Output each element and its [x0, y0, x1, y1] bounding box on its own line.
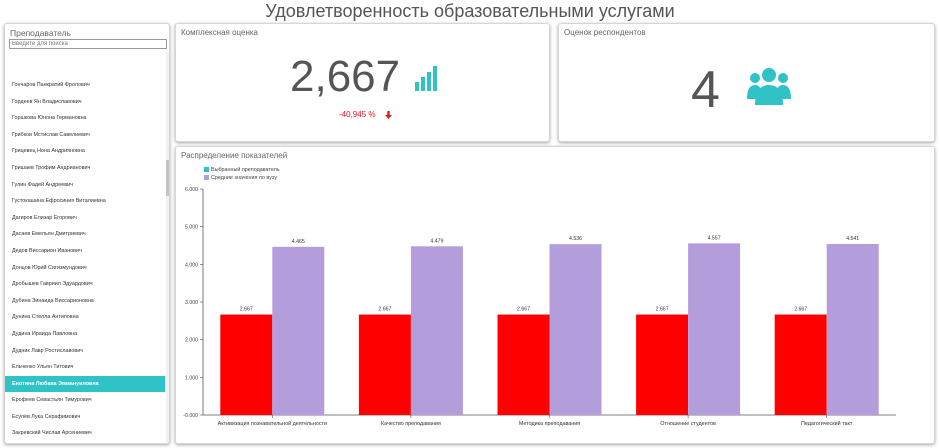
teacher-list-caption: Преподаватель	[10, 28, 71, 38]
legend-item-selected[interactable]: Выбранный преподаватель	[204, 167, 280, 173]
bar-value-label: 2.667	[656, 307, 669, 313]
bar-value-label: 4.541	[846, 236, 859, 242]
y-tick-label: 2.000	[185, 338, 198, 344]
teacher-list-item[interactable]: Горшкова Юнона Германовна	[12, 115, 87, 122]
bar-average	[272, 246, 325, 415]
distribution-chart-panel: Распределение показателей Выбранный преп…	[175, 146, 935, 444]
kpi-score-caption: Комплексная оценка	[181, 28, 259, 37]
y-tick-label: -0.000	[183, 413, 198, 419]
teacher-list-item[interactable]: Грицевец Нона Андрияновна	[12, 148, 85, 155]
teacher-list-item[interactable]: Дедов Виссарион Иванович	[12, 247, 82, 254]
legend-label-average: Средние значения по вузу	[211, 175, 277, 181]
teacher-list-item[interactable]: Донцов Юрий Сигизмундович	[12, 264, 87, 271]
users-group-icon	[747, 68, 791, 105]
teacher-list-item[interactable]: Гордеев Ян Владиславович	[12, 98, 82, 105]
teacher-list-item[interactable]: Дубина Зинаида Виссарионовна	[12, 297, 94, 304]
legend-swatch-average	[204, 175, 209, 181]
teacher-list-item[interactable]: Густокашина Ефросиния Виталиевна	[12, 198, 106, 205]
teacher-list-panel: Преподаватель Гончаров Панкратий Фролови…	[4, 23, 170, 444]
list-scrollbar[interactable]	[166, 52, 169, 442]
kpi-respondents-card: Оценок респондентов 4	[558, 23, 935, 142]
bar-value-label: 4.536	[569, 236, 582, 242]
bar-value-label: 2.667	[378, 307, 391, 313]
kpi-score-value: 2,667	[290, 52, 401, 101]
x-tick-label: Качество преподавания	[381, 421, 441, 427]
kpi-score-card: Комплексная оценка 2,667 -40,945 %	[175, 23, 550, 142]
bar-value-label: 4.465	[292, 239, 305, 245]
legend-swatch-selected	[204, 167, 209, 173]
teacher-list-item[interactable]: Дасаев Емельян Дмитриевич	[12, 231, 86, 238]
x-tick-label: Методика преподавания	[519, 421, 580, 427]
bar-average	[688, 243, 741, 415]
chart-title: Распределение показателей	[181, 151, 288, 160]
teacher-list-item[interactable]: Заметкина Виктория Сергеевна	[5, 442, 165, 443]
bar-selected	[497, 314, 550, 415]
bar-value-label: 2.667	[794, 307, 807, 313]
kpi-respondents-caption: Оценок респондентов	[564, 28, 646, 37]
teacher-list-item[interactable]: Дудник Лавр Ростиславович	[12, 347, 84, 354]
bar-average	[549, 244, 602, 415]
arrow-down-icon	[385, 111, 392, 119]
teacher-list-item[interactable]: Грибков Мстислав Савелиевич	[12, 131, 90, 138]
page-title: Удовлетворенность образовательными услуг…	[265, 1, 675, 21]
bar-value-label: 2.667	[240, 307, 253, 313]
teacher-list-item[interactable]: Есулёв Лука Серафимович	[12, 413, 81, 420]
legend-label-selected: Выбранный преподаватель	[211, 167, 280, 173]
y-tick-label: 4.000	[185, 262, 198, 268]
x-tick-label: Педагогический такт	[801, 420, 853, 427]
kpi-score-delta: -40,945 %	[339, 110, 376, 119]
signal-bars-icon	[415, 66, 437, 91]
bar-chart: -0.000 1.000 2.000 3.000 4.000 5.000 6.000 2.66…	[183, 187, 896, 427]
teacher-list: Гончаров Панкратий Фролович Гордеев Ян Вл…	[5, 77, 165, 443]
bar-selected	[358, 314, 411, 415]
bar-average	[826, 243, 879, 415]
x-tick-label: Активизация познавательной деятельности	[218, 420, 327, 427]
teacher-list-item[interactable]: Ельченко Ульян Титович	[12, 364, 74, 371]
legend-item-average[interactable]: Средние значения по вузу	[204, 175, 277, 181]
bar-selected	[774, 314, 827, 415]
bar-average	[410, 246, 463, 415]
teacher-list-item[interactable]: Закревский Числав Арсениевич	[12, 430, 92, 437]
teacher-list-item[interactable]: Дунина Стелла Антиповна	[12, 314, 79, 321]
teacher-list-item[interactable]: Дробышев Гавриил Эдуардович	[12, 281, 93, 288]
bar-value-label: 4.557	[708, 235, 721, 241]
teacher-search-input[interactable]	[9, 39, 167, 49]
teacher-list-item[interactable]: Дагиров Елизар Егорович	[12, 214, 77, 221]
y-tick-label: 3.000	[185, 300, 198, 306]
bar-value-label: 4.479	[430, 238, 443, 244]
teacher-list-item[interactable]: Дудина Ираида Павловна	[12, 330, 78, 337]
list-scrollbar-thumb[interactable]	[166, 160, 169, 196]
teacher-list-item[interactable]: Гришаев Трофим Андрианович	[12, 164, 91, 171]
y-tick-label: 1.000	[185, 375, 198, 381]
bar-selected	[220, 314, 273, 415]
x-tick-label: Отношение студентов	[660, 421, 716, 427]
teacher-list-item[interactable]: Ерофеев Севастьян Тимурович	[12, 397, 92, 404]
y-tick-label: 5.000	[185, 225, 198, 231]
teacher-list-item[interactable]: Енотина Любава Эммануиловна	[5, 375, 165, 393]
bar-selected	[636, 314, 689, 415]
y-tick-label: 6.000	[185, 187, 198, 193]
bar-value-label: 2.667	[517, 307, 530, 313]
teacher-list-item[interactable]: Гончаров Панкратий Фролович	[12, 82, 90, 88]
teacher-list-item[interactable]: Гулин Фадей Андреевич	[12, 181, 73, 188]
kpi-respondents-value: 4	[691, 61, 720, 119]
